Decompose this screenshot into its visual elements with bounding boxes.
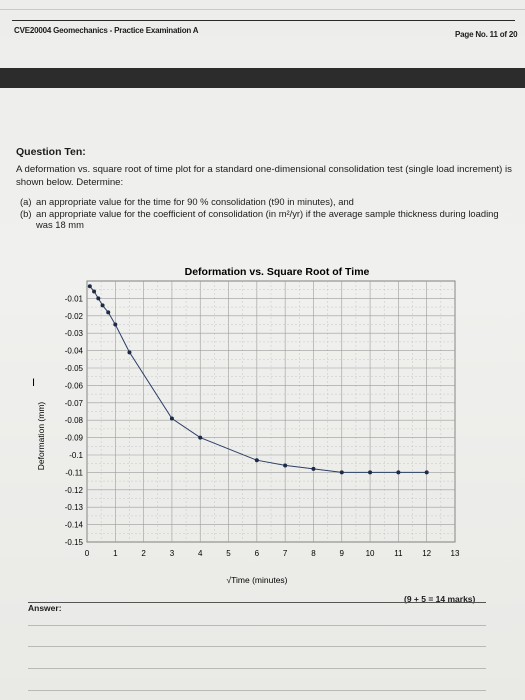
chart-series	[87, 284, 429, 475]
y-tick-label: -0.11	[65, 468, 83, 477]
data-point	[198, 435, 203, 440]
y-tick-label: -0.07	[65, 399, 84, 408]
x-tick-label: 5	[226, 549, 231, 558]
data-point	[339, 470, 344, 475]
y-tick-label: -0.03	[65, 329, 84, 338]
data-point	[368, 470, 373, 475]
item-label: (a)	[20, 196, 32, 207]
x-tick-label: 0	[85, 549, 90, 558]
x-tick-label: 9	[340, 549, 345, 558]
question-title: Question Ten:	[16, 146, 86, 158]
data-point	[100, 303, 105, 308]
question-intro: A deformation vs. square root of time pl…	[16, 164, 512, 188]
x-tick-label: 7	[283, 549, 288, 558]
data-point	[283, 463, 288, 468]
x-tick-label: 6	[255, 549, 260, 558]
answer-line	[28, 690, 486, 691]
data-point	[92, 289, 97, 294]
item-label: (b)	[20, 208, 32, 219]
x-tick-label: 4	[198, 549, 203, 558]
answer-line	[28, 668, 486, 669]
x-tick-label: 11	[394, 549, 403, 558]
data-point	[254, 458, 259, 463]
item-text: an appropriate value for the coefficient…	[36, 208, 499, 230]
x-tick-label: 1	[113, 549, 118, 558]
header-rule	[12, 20, 515, 21]
y-tick-label: -0.06	[65, 381, 84, 390]
data-point	[113, 322, 118, 327]
page-number: Page No. 11 of 20	[455, 30, 518, 39]
x-tick-label: 13	[451, 549, 460, 558]
question-item-b: (b) an appropriate value for the coeffici…	[20, 208, 515, 230]
x-tick-label: 3	[170, 549, 175, 558]
chart-ticks: 0 1 2 3 4 5 6 7 8 9 10 11 12 13-0.01-0.02-0.03-0.04-0…	[65, 294, 460, 558]
data-point	[106, 310, 111, 315]
y-axis-label: Deformation (mm)	[36, 402, 46, 471]
item-text: an appropriate value for the time for 90…	[36, 196, 354, 207]
y-tick-label: -0.04	[65, 347, 84, 356]
data-point	[424, 470, 429, 475]
y-tick-label: -0.05	[65, 364, 84, 373]
header-title: CVE20004 Geomechanics - Practice Examina…	[14, 26, 199, 35]
top-rule	[0, 9, 525, 10]
data-point	[169, 416, 174, 421]
chart-title: Deformation vs. Square Root of Time	[185, 266, 370, 278]
data-point	[96, 296, 101, 301]
data-point	[127, 350, 132, 355]
x-tick-label: 2	[141, 549, 146, 558]
y-tick-label: -0.08	[65, 416, 84, 425]
answer-divider	[28, 602, 486, 603]
x-tick-label: 8	[311, 549, 316, 558]
y-tick-label: -0.12	[65, 486, 84, 495]
y-tick-label: -0.01	[65, 294, 84, 303]
marks-label: (9 + 5 = 14 marks)	[404, 594, 476, 604]
y-tick-label: -0.13	[65, 503, 84, 512]
y-tick-label: -0.15	[65, 538, 84, 547]
i-beam-cursor-icon: I	[32, 377, 35, 389]
answer-label: Answer:	[28, 603, 62, 613]
data-point	[396, 470, 401, 475]
data-point	[87, 284, 92, 289]
data-point	[311, 466, 316, 471]
x-tick-label: 12	[422, 549, 431, 558]
series-line	[89, 285, 427, 473]
y-tick-label: -0.1	[69, 451, 83, 460]
chart-grid	[86, 280, 456, 543]
answer-line	[28, 646, 486, 647]
question-item-a: (a) an appropriate value for the time for…	[20, 196, 515, 207]
x-tick-label: 10	[366, 549, 375, 558]
y-tick-label: -0.14	[65, 521, 84, 530]
y-tick-label: -0.09	[65, 434, 84, 443]
y-tick-label: -0.02	[65, 312, 84, 321]
answer-line	[28, 625, 486, 626]
x-axis-label: √Time (minutes)	[226, 575, 287, 585]
dark-band	[0, 68, 525, 88]
